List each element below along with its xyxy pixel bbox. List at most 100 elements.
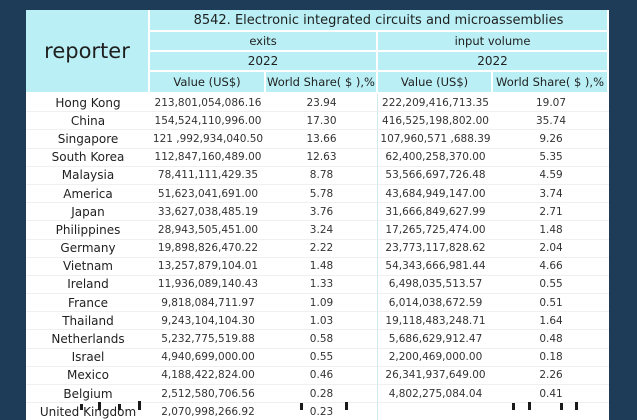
exports-value-cell: 78,411,111,429.35 [150,167,266,185]
reporter-header: reporter [26,10,150,94]
country-cell: Malaysia [26,167,150,185]
country-cell: Hong Kong [26,94,150,113]
table-row: Mexico 4,188,422,824.00 0.46 26,341,937,649… [26,366,609,385]
exports-share-cell: 5.78 [266,184,378,204]
exports-value-cell: 121 ,992,934,040.50 [150,130,266,149]
exports-share-cell: 1.33 [266,275,378,295]
imports-share-cell: 0.41 [493,385,609,404]
table-row: Hong Kong 213,801,054,086.16 23.94 222,209,… [26,94,609,113]
exports-value-cell: 2,512,580,706.56 [150,385,266,404]
country-cell: Belgium [26,385,150,404]
exports-share-cell: 13.66 [266,130,378,149]
imports-share-cell: 0.48 [493,330,609,349]
country-cell: Ireland [26,276,150,295]
table-row: Vietnam 13,257,879,104.01 1.48 54,343,666,9… [26,257,609,276]
exports-value-cell: 9,818,084,711.97 [150,294,266,313]
input-share-header: World Share( $ ),% [493,72,609,94]
imports-value-cell: 4,802,275,084.04 [378,385,493,404]
exits-year-header: 2022 [150,52,378,72]
exports-share-cell: 2.22 [266,239,378,258]
exports-share-cell: 8.78 [266,166,378,185]
table-row: Belgium 2,512,580,706.56 0.28 4,802,275,084… [26,385,609,404]
imports-share-cell: 0.51 [493,294,609,313]
table-row: Netherlands 5,232,775,519.88 0.58 5,686,629… [26,330,609,349]
exports-share-cell: 0.46 [266,366,378,385]
country-cell: Vietnam [26,258,150,276]
table-row: France 9,818,084,711.97 1.09 6,014,038,672.… [26,294,609,313]
table-row: Japan 33,627,038,485.19 3.76 31,666,849,627… [26,203,609,222]
exits-group-header: exits [150,32,378,52]
country-cell: Mexico [26,367,150,385]
imports-share-cell: 2.71 [493,203,609,222]
country-cell: Thailand [26,312,150,331]
imports-share-cell: 1.48 [493,221,609,240]
imports-value-cell: 6,498,035,513.57 [378,276,493,295]
bottom-decoration [80,401,578,410]
country-cell: Germany [26,240,150,258]
exports-share-cell: 1.03 [266,312,378,331]
table-row: Israel 4,940,699,000.00 0.55 2,200,469,000.… [26,348,609,367]
imports-value-cell: 416,525,198,802.00 [378,112,493,131]
imports-share-cell: 0.18 [493,349,609,367]
imports-value-cell: 62,400,258,370.00 [378,149,493,167]
country-cell: Japan [26,203,150,222]
imports-share-cell: 1.64 [493,312,609,331]
exports-share-cell: 1.48 [266,257,378,276]
exports-share-cell: 3.76 [266,203,378,222]
table-row: Germany 19,898,826,470.22 2.22 23,773,117,8… [26,239,609,258]
country-cell: America [26,185,150,204]
exports-share-cell: 23.94 [266,94,378,113]
imports-value-cell: 6,014,038,672.59 [378,294,493,313]
imports-share-cell: 5.35 [493,149,609,167]
table-row: China 154,524,110,996.00 17.30 416,525,198,… [26,112,609,131]
exports-value-cell: 4,940,699,000.00 [150,349,266,367]
imports-value-cell: 54,343,666,981.44 [378,258,493,276]
imports-share-cell: 4.66 [493,258,609,276]
exports-value-cell: 112,847,160,489.00 [150,149,266,167]
exports-share-cell: 0.28 [266,385,378,404]
exports-value-cell: 19,898,826,470.22 [150,240,266,258]
imports-value-cell: 2,200,469,000.00 [378,349,493,367]
country-cell: China [26,112,150,131]
trade-table: reporter 8542. Electronic integrated cir… [26,10,609,420]
table-row: Thailand 9,243,104,104.30 1.03 19,118,483,2… [26,312,609,331]
imports-value-cell: 53,566,697,726.48 [378,167,493,185]
exports-value-cell: 9,243,104,104.30 [150,312,266,331]
exports-value-cell: 4,188,422,824.00 [150,367,266,385]
table-body: Hong Kong 213,801,054,086.16 23.94 222,209,… [26,94,609,420]
exports-value-cell: 33,627,038,485.19 [150,203,266,222]
imports-share-cell: 19.07 [493,94,609,113]
table-row: Malaysia 78,411,111,429.35 8.78 53,566,697,… [26,166,609,185]
input-volume-year-header: 2022 [378,52,609,72]
exits-value-header: Value (US$) [150,72,266,94]
exports-share-cell: 17.30 [266,112,378,131]
exports-share-cell: 3.24 [266,221,378,240]
exports-value-cell: 11,936,089,140.43 [150,276,266,295]
imports-value-cell: 5,686,629,912.47 [378,330,493,349]
exports-share-cell: 1.09 [266,294,378,313]
table-title: 8542. Electronic integrated circuits and… [150,10,609,32]
imports-value-cell: 107,960,571 ,688.39 [378,130,493,149]
imports-value-cell: 43,684,949,147.00 [378,185,493,204]
imports-share-cell: 0.55 [493,276,609,295]
country-cell: Netherlands [26,330,150,349]
table-row: Ireland 11,936,089,140.43 1.33 6,498,035,51… [26,275,609,295]
table-row: Singapore 121 ,992,934,040.50 13.66 107,960… [26,130,609,149]
country-cell: Singapore [26,130,150,149]
imports-value-cell: 31,666,849,627.99 [378,203,493,222]
input-value-header: Value (US$) [378,72,493,94]
imports-share-cell: 4.59 [493,167,609,185]
exports-value-cell: 213,801,054,086.16 [150,94,266,113]
country-cell: South Korea [26,149,150,167]
imports-value-cell: 23,773,117,828.62 [378,240,493,258]
country-cell: France [26,294,150,313]
country-cell: Philippines [26,221,150,240]
imports-share-cell: 3.74 [493,185,609,204]
table-row: South Korea 112,847,160,489.00 12.63 62,400… [26,148,609,167]
exports-value-cell: 5,232,775,519.88 [150,330,266,349]
imports-share-cell: 35.74 [493,112,609,131]
imports-value-cell: 26,341,937,649.00 [378,367,493,385]
exports-value-cell: 51,623,041,691.00 [150,185,266,204]
imports-value-cell: 19,118,483,248.71 [378,312,493,331]
imports-value-cell: 222,209,416,713.35 [378,94,493,113]
